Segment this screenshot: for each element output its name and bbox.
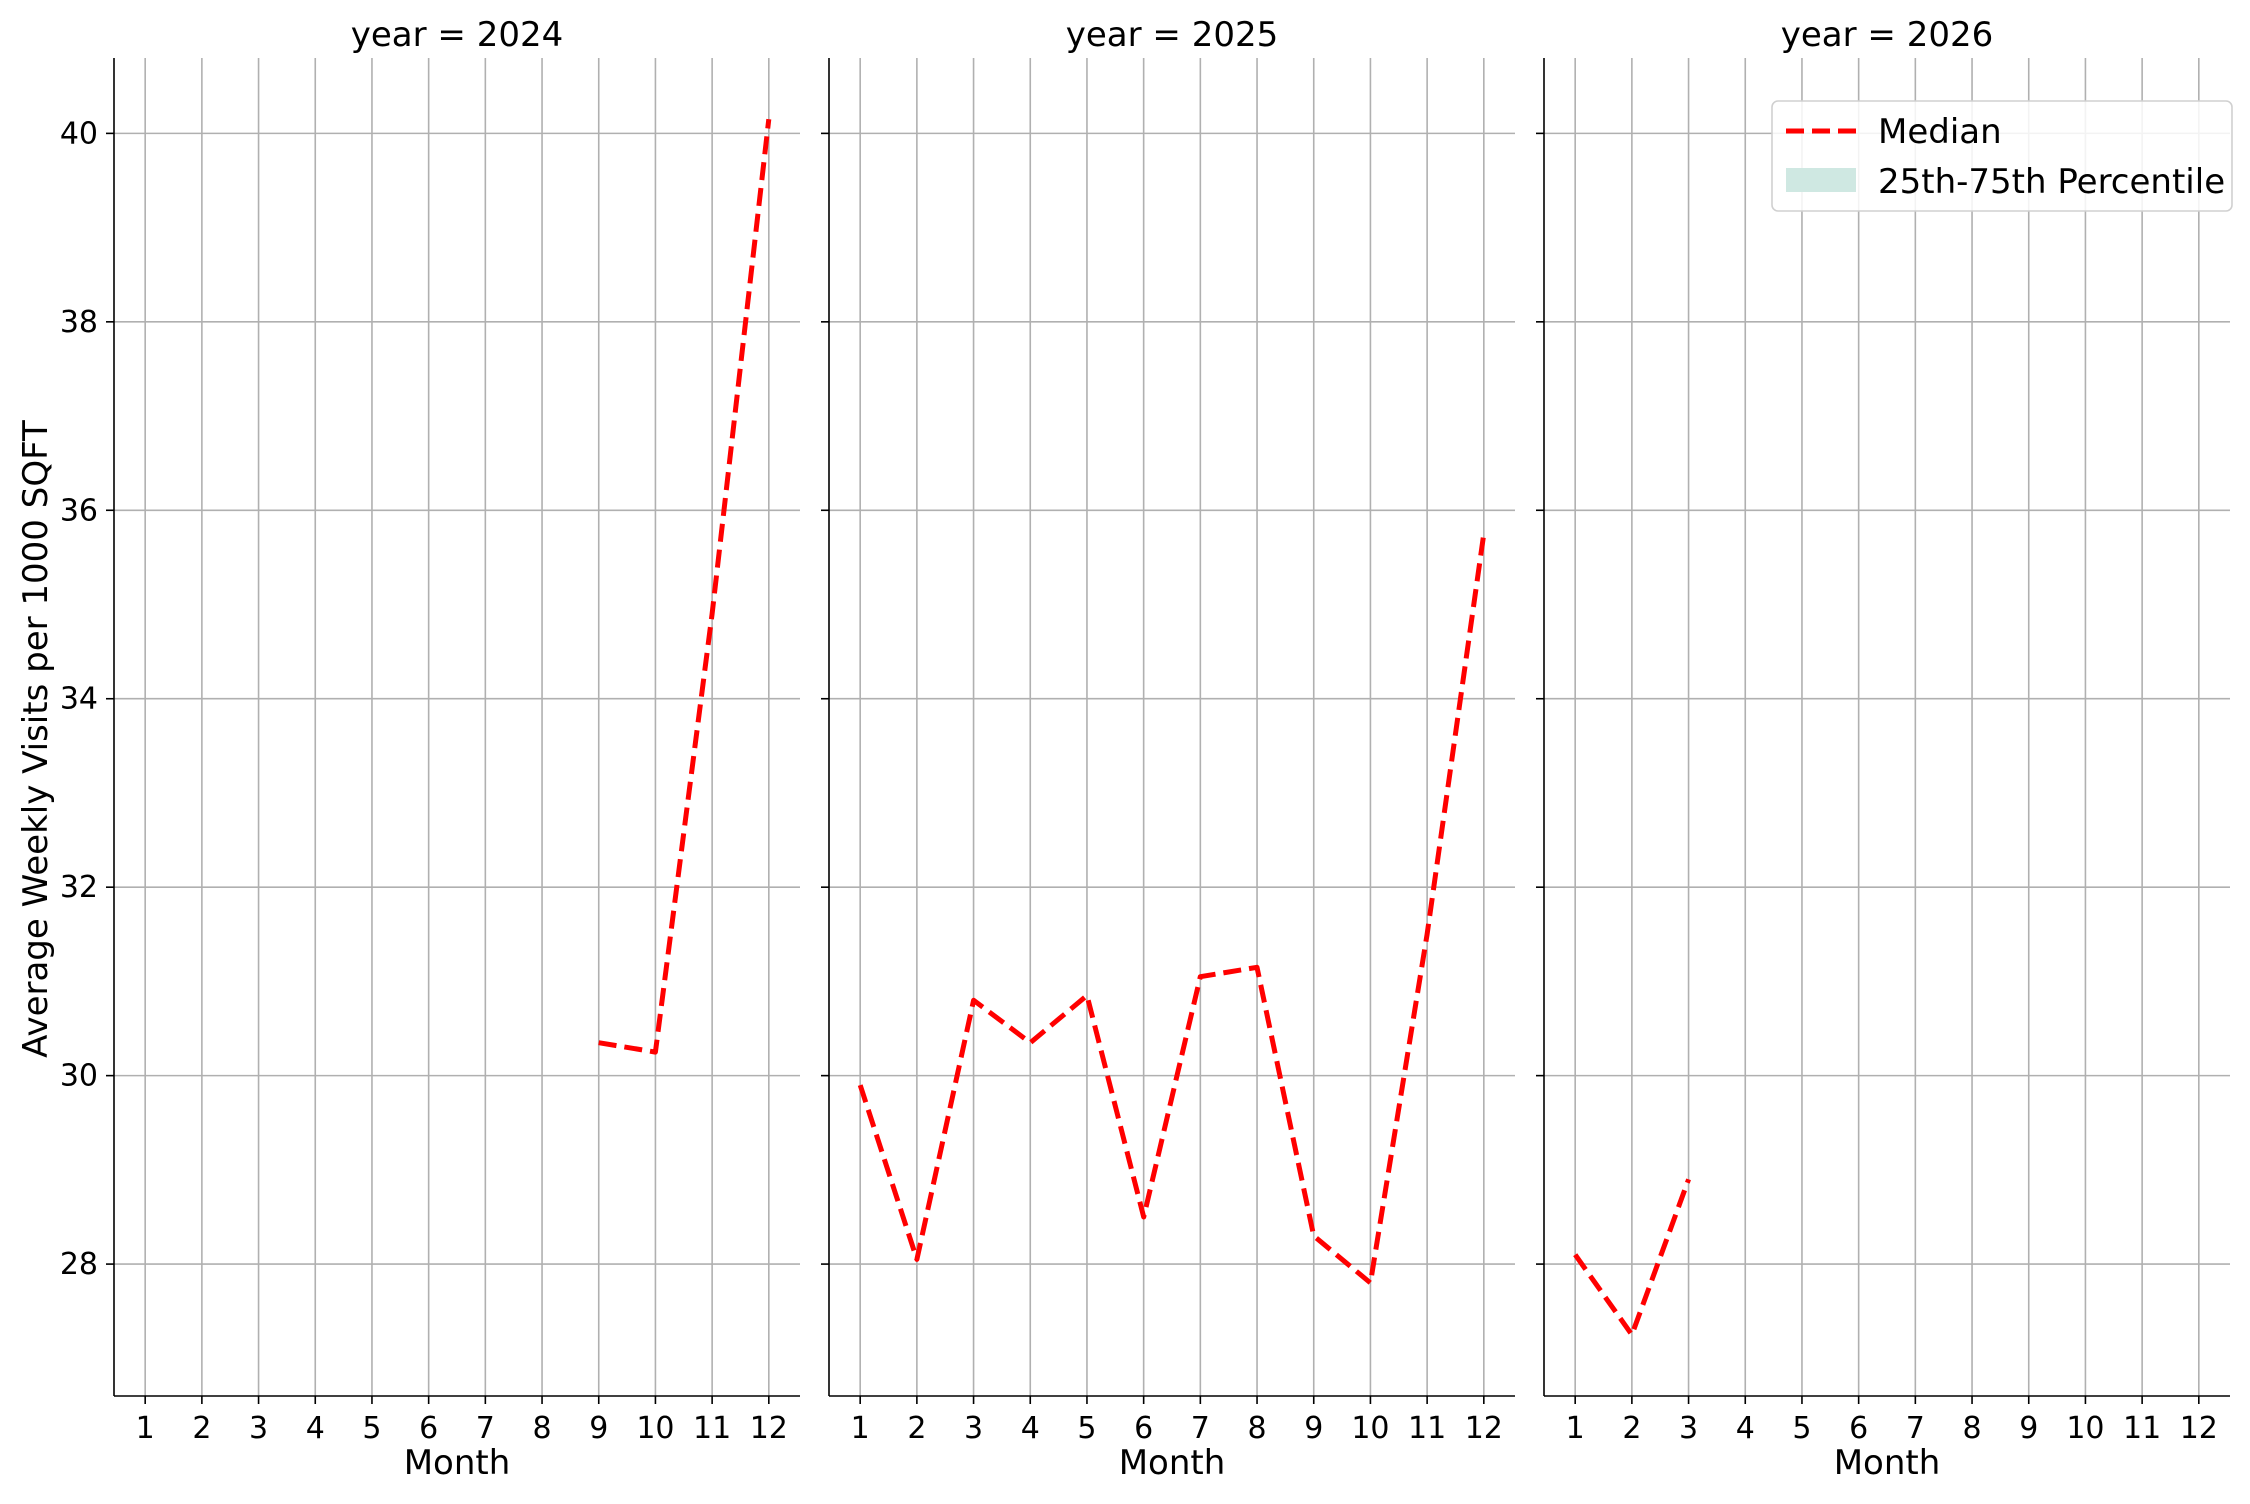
x-tick-label: 6	[1849, 1411, 1868, 1446]
x-tick-label: 11	[693, 1411, 731, 1446]
x-tick-label: 5	[362, 1411, 381, 1446]
x-tick-label: 8	[1247, 1411, 1266, 1446]
x-tick-label: 9	[2019, 1411, 2038, 1446]
x-tick-label: 3	[1679, 1411, 1698, 1446]
x-tick-label: 10	[636, 1411, 674, 1446]
x-tick-label: 6	[1134, 1411, 1153, 1446]
x-axis-title: Month	[404, 1443, 511, 1483]
x-tick-label: 7	[1906, 1411, 1925, 1446]
legend-percentile-label: 25th-75th Percentile	[1878, 162, 2225, 202]
x-tick-label: 5	[1792, 1411, 1811, 1446]
x-tick-label: 8	[532, 1411, 551, 1446]
y-tick-label: 34	[60, 682, 98, 717]
x-tick-label: 9	[1304, 1411, 1323, 1446]
x-tick-label: 4	[1736, 1411, 1755, 1446]
median-series-line	[599, 119, 769, 1052]
x-tick-label: 11	[1408, 1411, 1446, 1446]
legend-percentile-swatch	[1786, 168, 1856, 192]
y-tick-label: 30	[60, 1059, 98, 1094]
x-tick-label: 2	[1622, 1411, 1641, 1446]
x-tick-label: 12	[750, 1411, 788, 1446]
x-tick-label: 7	[1191, 1411, 1210, 1446]
y-tick-label: 32	[60, 870, 98, 905]
x-tick-label: 9	[589, 1411, 608, 1446]
x-tick-label: 4	[1021, 1411, 1040, 1446]
x-tick-label: 12	[2180, 1411, 2218, 1446]
x-tick-label: 5	[1077, 1411, 1096, 1446]
x-tick-label: 1	[851, 1411, 870, 1446]
y-axis-title: Average Weekly Visits per 1000 SQFT	[16, 420, 56, 1058]
y-tick-label: 38	[60, 305, 98, 340]
panel-title: year = 2025	[1066, 15, 1278, 55]
median-series-line	[860, 534, 1484, 1283]
x-tick-label: 8	[1962, 1411, 1981, 1446]
panel-title: year = 2026	[1781, 15, 1993, 55]
x-tick-label: 3	[964, 1411, 983, 1446]
x-tick-label: 3	[249, 1411, 268, 1446]
x-tick-label: 4	[306, 1411, 325, 1446]
legend: Median 25th-75th Percentile	[1772, 101, 2232, 211]
x-tick-label: 10	[2066, 1411, 2104, 1446]
x-tick-label: 1	[136, 1411, 155, 1446]
y-tick-label: 36	[60, 493, 98, 528]
x-axis-title: Month	[1834, 1443, 1941, 1483]
x-tick-label: 2	[907, 1411, 926, 1446]
x-tick-label: 2	[192, 1411, 211, 1446]
x-tick-label: 12	[1465, 1411, 1503, 1446]
x-tick-label: 1	[1566, 1411, 1585, 1446]
x-axis-title: Month	[1119, 1443, 1226, 1483]
x-tick-label: 6	[419, 1411, 438, 1446]
panel-title: year = 2024	[351, 15, 563, 55]
legend-median-label: Median	[1878, 112, 2002, 152]
x-tick-label: 7	[476, 1411, 495, 1446]
x-tick-label: 11	[2123, 1411, 2161, 1446]
y-tick-label: 28	[60, 1247, 98, 1282]
y-tick-label: 40	[60, 116, 98, 151]
x-tick-label: 10	[1351, 1411, 1389, 1446]
